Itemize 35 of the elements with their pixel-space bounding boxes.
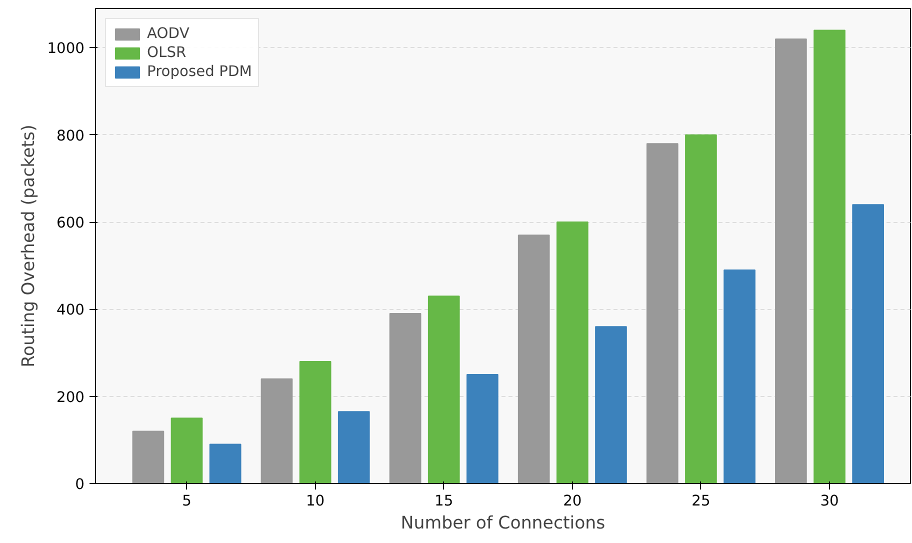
y-tick-label: 0	[75, 476, 85, 493]
bar	[389, 313, 422, 484]
y-tick-label: 1000	[47, 40, 85, 58]
bar	[595, 326, 627, 484]
bar	[685, 134, 717, 484]
bar	[209, 444, 242, 484]
bar	[724, 269, 756, 484]
legend-label: OLSR	[147, 44, 186, 61]
bar	[518, 234, 550, 484]
y-axis-title: Routing Overhead (packets)	[19, 124, 40, 368]
bar	[814, 30, 846, 484]
y-tick-label: 600	[56, 214, 85, 232]
y-tick-label: 200	[56, 388, 85, 406]
x-tick-label: 5	[182, 492, 192, 510]
y-tick-label: 800	[56, 127, 85, 144]
x-tick-label: 20	[563, 492, 582, 510]
y-tick-label: 400	[56, 302, 85, 319]
bar	[299, 360, 332, 484]
bar	[646, 143, 678, 484]
x-axis-title: Number of Connections	[400, 514, 606, 534]
legend-label: Proposed PDM	[147, 63, 252, 80]
bar	[556, 222, 588, 484]
legend-label: AODV	[147, 25, 190, 42]
bar	[170, 418, 203, 484]
x-tick-label: 15	[434, 492, 454, 510]
bar	[428, 296, 460, 484]
bar	[466, 374, 498, 484]
bar	[132, 430, 164, 484]
bar	[852, 204, 884, 484]
x-tick-label: 30	[820, 492, 839, 510]
bar	[338, 411, 370, 484]
bar	[260, 378, 293, 484]
bar	[775, 38, 807, 484]
x-tick-label: 10	[306, 492, 325, 510]
x-tick-label: 25	[692, 492, 710, 510]
